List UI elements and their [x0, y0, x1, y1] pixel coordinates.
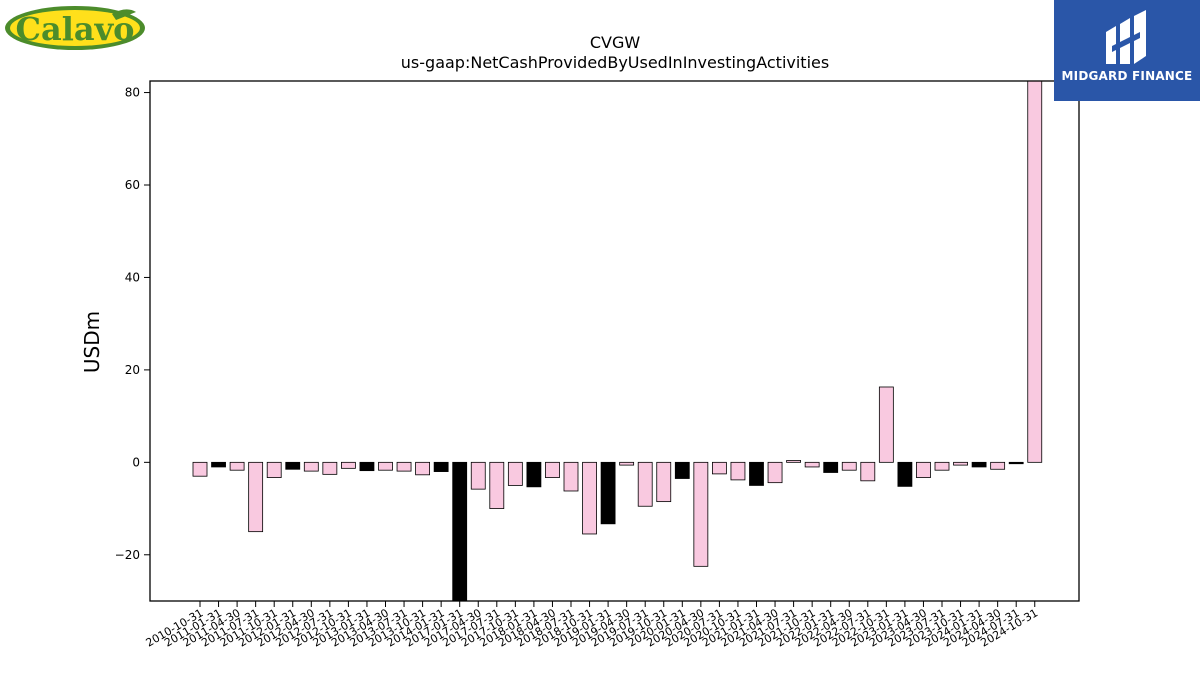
bar-2020-01-31 — [674, 461, 690, 479]
bar-2018-01-31 — [526, 461, 542, 488]
bar-2024-04-30 — [990, 461, 1006, 470]
bar-2021-07-31 — [786, 460, 801, 463]
bar-2014-01-31 — [433, 461, 449, 472]
bar-2013-01-31 — [359, 461, 375, 472]
bar-2023-04-30 — [916, 461, 931, 478]
midgard-finance-logo: MIDGARD FINANCE — [1054, 0, 1200, 101]
bar-2012-07-31 — [322, 461, 338, 475]
y-tick-label: 80 — [125, 86, 140, 100]
y-tick-label: 0 — [132, 455, 140, 469]
bar-2017-01-31 — [452, 461, 468, 602]
bar-2018-10-31 — [582, 461, 597, 535]
bar-2013-07-31 — [396, 461, 412, 472]
bar-2011-07-31 — [248, 461, 264, 533]
bar-2012-04-30 — [303, 461, 319, 472]
y-tick-label: 40 — [125, 270, 140, 284]
bar-2024-07-31 — [1008, 461, 1024, 465]
y-axis-label: USDm — [80, 311, 104, 373]
bar-2022-04-30 — [841, 461, 857, 471]
bar-2013-04-30 — [378, 461, 393, 471]
bar-2024-10-31 — [1027, 80, 1043, 463]
bar-2017-04-30 — [470, 461, 486, 490]
bar-2018-07-31 — [563, 461, 579, 492]
bar-2011-10-31 — [266, 461, 282, 478]
bar-2019-07-31 — [637, 461, 653, 507]
y-axis: −20 0 20 40 60 80 — [115, 86, 150, 562]
bar-2013-10-31 — [415, 461, 431, 476]
y-tick-label: 60 — [125, 178, 140, 192]
bar-2012-10-31 — [340, 461, 356, 469]
midgard-mark-icon — [1106, 10, 1146, 64]
bar-2019-10-31 — [656, 461, 672, 503]
bar-2012-01-31 — [285, 461, 301, 470]
bar-2022-01-31 — [823, 461, 839, 473]
bar-2010-10-31 — [192, 461, 208, 477]
bar-2020-10-31 — [730, 461, 746, 481]
bar-2011-04-30 — [229, 461, 245, 471]
bars-layer — [192, 80, 1043, 602]
bar-2020-04-30 — [693, 461, 709, 567]
plot-frame — [149, 80, 1080, 602]
bar-2020-07-31 — [712, 461, 727, 475]
bar-2022-07-31 — [860, 461, 876, 482]
chart-subtitle: us-gaap:NetCashProvidedByUsedInInvesting… — [401, 53, 829, 72]
midgard-finance-wordmark: MIDGARD FINANCE — [1061, 69, 1193, 83]
bar-2017-10-31 — [507, 461, 523, 486]
chart-title: CVGW — [590, 33, 641, 52]
calavo-logo: Calavo — [4, 4, 147, 52]
bar-2023-10-31 — [953, 461, 968, 466]
y-tick-label: −20 — [115, 548, 140, 562]
svg-text:Calavo: Calavo — [15, 10, 134, 48]
x-axis: 2010-10-312011-01-312011-04-302011-07-31… — [144, 601, 1040, 650]
bar-2021-10-31 — [804, 461, 820, 468]
bar-2023-01-31 — [897, 461, 913, 487]
y-tick-label: 20 — [125, 363, 140, 377]
bar-2021-04-30 — [767, 461, 783, 484]
bar-2017-07-31 — [489, 461, 505, 509]
bar-2019-04-30 — [619, 461, 635, 466]
bar-2018-04-30 — [545, 461, 560, 478]
bar-2021-01-31 — [749, 461, 764, 486]
bar-2011-01-31 — [211, 461, 226, 468]
bar-2019-01-31 — [600, 461, 616, 525]
bar-2022-10-31 — [878, 386, 894, 463]
bar-2024-01-31 — [971, 461, 987, 468]
bar-2023-07-31 — [934, 461, 950, 471]
